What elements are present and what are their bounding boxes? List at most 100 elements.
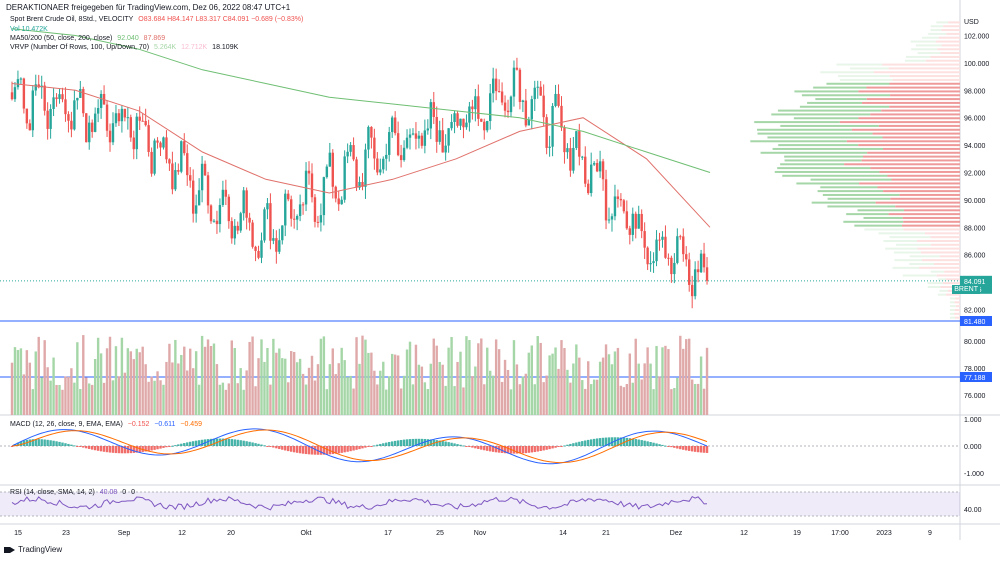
macd-histogram-bar xyxy=(379,443,382,446)
candle-body xyxy=(307,170,311,174)
macd-histogram-bar xyxy=(197,440,201,446)
macd-histogram-bar xyxy=(515,446,519,454)
candle-body xyxy=(658,239,661,241)
macd-histogram-bar xyxy=(233,439,236,446)
candle-body xyxy=(699,253,703,273)
candle-body xyxy=(25,108,29,124)
volume-bar xyxy=(31,389,34,415)
macd-histogram-bar xyxy=(548,446,551,450)
macd-histogram-bar xyxy=(49,440,52,446)
volume-bar xyxy=(679,335,682,415)
candle-body xyxy=(343,156,346,200)
macd-histogram-bar xyxy=(19,441,23,446)
volume-profile-up-bar xyxy=(937,293,947,296)
macd-histogram-bar xyxy=(705,446,709,453)
macd-histogram-bar xyxy=(284,446,287,451)
macd-histogram-bar xyxy=(679,446,682,450)
candle-body xyxy=(548,146,551,148)
volume-profile-up-bar xyxy=(810,178,892,181)
candle-body xyxy=(634,213,637,229)
candle-body xyxy=(616,196,620,199)
candle-body xyxy=(595,163,599,172)
volume-bar xyxy=(165,361,168,415)
volume-bar xyxy=(554,347,557,415)
volume-bar xyxy=(652,389,655,415)
time-axis-label: 20 xyxy=(227,530,235,537)
macd-histogram-bar xyxy=(319,446,323,455)
volume-profile-down-bar xyxy=(866,98,960,101)
candle-body xyxy=(67,114,70,121)
volume-profile-down-bar xyxy=(919,266,960,269)
candle-body xyxy=(215,220,219,225)
volume-profile-down-bar xyxy=(859,182,960,185)
header-text: DERAKTIONAER freigegeben für TradingView… xyxy=(6,3,291,12)
macd-histogram-bar xyxy=(322,446,326,455)
volume-profile-down-bar xyxy=(862,101,960,104)
candle-body xyxy=(494,78,498,92)
volume-profile-up-bar xyxy=(850,67,889,70)
candle-body xyxy=(613,196,617,217)
macd-histogram-bar xyxy=(655,443,658,446)
candle-body xyxy=(652,261,655,264)
volume-profile-up-bar xyxy=(750,140,847,143)
legend-rsi-v2: 0 xyxy=(122,489,127,496)
candle-body xyxy=(126,117,130,119)
candle-body xyxy=(263,209,266,241)
candle-body xyxy=(349,145,352,152)
volume-profile-up-bar xyxy=(780,124,879,127)
volume-bar xyxy=(263,361,266,415)
candle-body xyxy=(417,135,421,139)
macd-histogram-bar xyxy=(563,445,566,447)
candle-body xyxy=(676,236,679,263)
volume-bar xyxy=(28,362,32,415)
candle-body xyxy=(61,94,64,100)
macd-histogram-bar xyxy=(73,445,76,447)
rsi-axis-label: 40.00 xyxy=(964,507,982,514)
volume-bar xyxy=(55,384,58,415)
volume-bar xyxy=(108,336,112,415)
macd-histogram-bar xyxy=(126,446,130,454)
price-axis-label: 102.000 xyxy=(964,34,989,41)
volume-bar xyxy=(298,358,302,415)
volume-bar xyxy=(325,389,329,415)
candle-body xyxy=(10,92,14,100)
candle-body xyxy=(554,93,557,106)
candle-body xyxy=(426,128,430,131)
volume-profile-down-bar xyxy=(941,44,960,47)
candle-body xyxy=(370,126,373,138)
macd-histogram-bar xyxy=(43,439,46,446)
volume-bar xyxy=(239,368,242,415)
horizontal-line-label: 81.480 xyxy=(964,319,986,326)
volume-profile-up-bar xyxy=(794,90,859,93)
volume-bar xyxy=(266,348,269,415)
volume-bar xyxy=(420,366,424,415)
macd-histogram-bar xyxy=(132,446,135,453)
candle-body xyxy=(22,78,26,109)
macd-histogram-bar xyxy=(236,439,239,446)
volume-profile-up-bar xyxy=(909,262,935,265)
candle-body xyxy=(114,113,118,124)
macd-histogram-bar xyxy=(456,444,459,446)
macd-histogram-bar xyxy=(343,446,346,453)
candle-body xyxy=(88,122,91,143)
volume-bar xyxy=(230,340,233,415)
macd-histogram-bar xyxy=(634,439,637,446)
macd-histogram-bar xyxy=(447,442,450,446)
volume-profile-up-bar xyxy=(915,44,942,47)
volume-profile-up-bar xyxy=(760,151,868,154)
volume-profile-up-bar xyxy=(811,201,876,204)
volume-profile-down-bar xyxy=(903,228,960,231)
volume-profile-up-bar xyxy=(826,82,890,85)
volume-bar xyxy=(408,341,412,415)
volume-profile-down-bar xyxy=(930,55,960,58)
volume-profile-up-bar xyxy=(846,213,889,216)
candle-body xyxy=(242,190,245,214)
volume-bar xyxy=(685,339,688,415)
ma50-line xyxy=(11,83,711,228)
volume-profile-down-bar xyxy=(879,170,960,173)
volume-bar xyxy=(489,370,492,415)
volume-bar xyxy=(486,347,489,415)
volume-bar xyxy=(637,363,640,415)
